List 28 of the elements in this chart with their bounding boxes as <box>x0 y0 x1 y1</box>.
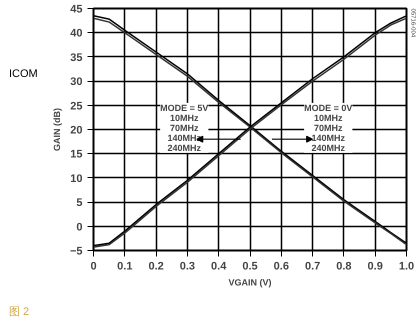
caption: 图 2 <box>9 305 30 317</box>
annotation: MODE = 5V 10MHz 70MHz 140MHz 240MHz <box>160 102 208 153</box>
x-tick-label: 0.8 <box>336 260 352 272</box>
x-tick-label: 1.0 <box>398 260 414 272</box>
y-tick-label: 15 <box>70 148 83 161</box>
x-tick-label: 0.6 <box>274 260 289 272</box>
y-tick-label: 40 <box>70 28 83 40</box>
text: ICOM <box>9 67 38 82</box>
y-tick-label: 35 <box>70 52 83 64</box>
y-tick-label: 20 <box>70 124 83 136</box>
x-tick-label: 0.7 <box>304 260 320 272</box>
y-axis-title: GAIN (dB) <box>52 108 62 151</box>
y-tick-label: 30 <box>70 76 83 88</box>
y-tick-label: 0 <box>76 221 83 234</box>
x-tick-label: 0.1 <box>117 260 132 272</box>
x-axis-title: VGAIN (V) <box>228 278 272 288</box>
x-tick-label: 0 <box>90 260 97 272</box>
x-tick-label: 0.5 <box>242 260 258 272</box>
x-tick-label: 0.2 <box>148 260 164 272</box>
y-tick-label: 45 <box>70 4 83 16</box>
x-tick-label: 0.4 <box>211 260 228 272</box>
y-tick-label: 25 <box>70 100 83 112</box>
x-tick-label: 0.9 <box>368 260 383 272</box>
y-tick-label: 10 <box>70 172 83 185</box>
x-tick-label: 0.3 <box>180 260 196 272</box>
annotation: MODE = 0V 10MHz 70MHz 140MHz 240MHz <box>304 102 352 153</box>
y-tick-label: 5 <box>76 197 83 210</box>
y-tick-label: −5 <box>70 246 83 258</box>
